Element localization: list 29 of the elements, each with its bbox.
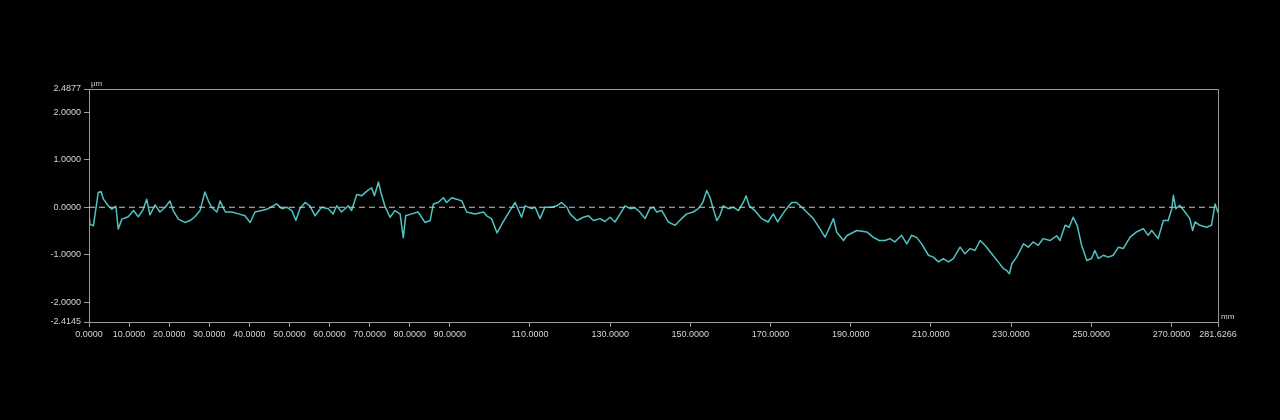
y-tick-label: 0.0000 bbox=[53, 201, 81, 212]
x-tick-label: 190.0000 bbox=[831, 328, 870, 339]
y-tick-label: -2.4145 bbox=[50, 316, 81, 327]
y-tick-label: 2.4877 bbox=[53, 83, 81, 94]
y-axis-title: μm bbox=[91, 79, 103, 89]
x-tick-label: 60.0000 bbox=[313, 328, 346, 339]
x-tick-label: 270.0000 bbox=[1152, 328, 1191, 339]
x-tick-label: 70.0000 bbox=[353, 328, 386, 339]
x-tick-label: 10.0000 bbox=[112, 328, 146, 339]
x-tick-label: 110.0000 bbox=[511, 328, 549, 339]
x-tick-label: 210.0000 bbox=[912, 328, 950, 339]
y-tick-label: 2.0000 bbox=[53, 106, 81, 117]
x-tick-label: 150.0000 bbox=[671, 328, 710, 339]
x-tick-label: 90.0000 bbox=[433, 328, 467, 339]
x-tick-label: 170.0000 bbox=[751, 328, 790, 339]
y-tick-label: -2.0000 bbox=[50, 296, 81, 307]
x-tick-label: 130.0000 bbox=[591, 328, 629, 339]
x-tick-label: 0.0000 bbox=[75, 328, 103, 339]
x-tick-label: 30.0000 bbox=[192, 328, 226, 339]
x-tick-label: 50.0000 bbox=[273, 328, 306, 339]
x-axis-title: mm bbox=[1221, 312, 1235, 322]
y-tick-label: -1.0000 bbox=[50, 249, 81, 260]
x-tick-label: 80.0000 bbox=[393, 328, 426, 339]
y-tick-label: 1.0000 bbox=[53, 154, 81, 165]
x-tick-label: 230.0000 bbox=[992, 328, 1030, 339]
x-tick-label: 250.0000 bbox=[1072, 328, 1110, 339]
x-tick-label: 281.6266 bbox=[1199, 328, 1237, 339]
x-tick-label: 20.0000 bbox=[152, 328, 186, 339]
x-tick-label: 40.0000 bbox=[233, 328, 266, 339]
